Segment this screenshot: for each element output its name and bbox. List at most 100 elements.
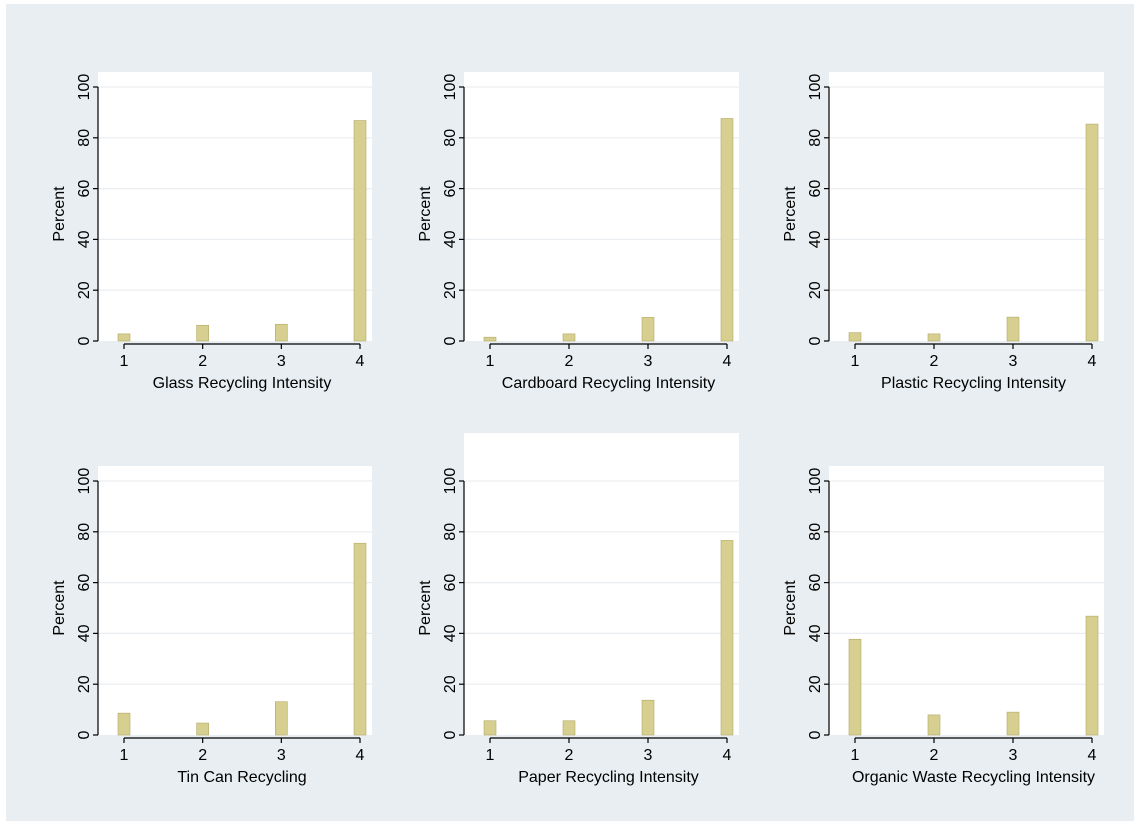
y-axis-title: Percent <box>51 186 68 242</box>
y-tick-label: 40 <box>442 624 459 642</box>
y-tick-label: 20 <box>442 281 459 299</box>
y-tick-label: 40 <box>807 230 824 248</box>
y-tick-label: 60 <box>442 180 459 198</box>
y-tick-label: 0 <box>76 336 93 345</box>
y-tick-label: 60 <box>807 574 824 592</box>
y-tick-label: 0 <box>807 336 824 345</box>
x-tick-label: 3 <box>1009 747 1018 764</box>
x-tick-label: 2 <box>565 353 574 370</box>
x-tick-label: 4 <box>723 353 732 370</box>
bar-2 <box>562 333 576 342</box>
y-tick-label: 20 <box>442 675 459 693</box>
x-tick-label: 2 <box>930 353 939 370</box>
chart-panel-5: 0 20 40 60 80 100 1 2 3 4 Percent Paper Recycling I… <box>417 433 739 786</box>
bar-2 <box>196 324 209 342</box>
y-tick-label: 40 <box>76 230 93 248</box>
bar-3 <box>275 701 288 736</box>
y-tick-label: 0 <box>442 336 459 345</box>
y-tick-label: 20 <box>76 281 93 299</box>
y-tick-label: 80 <box>76 523 93 541</box>
y-tick-label: 60 <box>807 180 824 198</box>
y-tick-label: 60 <box>442 574 459 592</box>
y-tick-label: 80 <box>442 523 459 541</box>
x-tick-label: 1 <box>851 353 860 370</box>
y-tick-label: 80 <box>807 523 824 541</box>
x-tick-label: 3 <box>644 353 653 370</box>
y-tick-label: 40 <box>76 624 93 642</box>
y-tick-label: 80 <box>442 129 459 147</box>
y-axis-title: Percent <box>782 580 799 636</box>
y-tick-label: 100 <box>807 74 824 101</box>
y-tick-label: 0 <box>807 730 824 739</box>
y-tick-label: 20 <box>807 675 824 693</box>
bar-1 <box>117 333 131 342</box>
x-tick-label: 1 <box>486 747 495 764</box>
x-axis-title: Glass Recycling Intensity <box>153 375 332 392</box>
y-tick-label: 60 <box>76 574 93 592</box>
bar-3 <box>275 323 288 342</box>
bar-4 <box>1085 615 1099 736</box>
bar-4 <box>720 118 734 342</box>
bar-4 <box>720 540 734 736</box>
x-axis-title: Organic Waste Recycling Intensity <box>852 769 1095 786</box>
chart-panel-6: 0 20 40 60 80 100 1 2 3 4 Percent Organic Waste Rec… <box>782 466 1104 786</box>
chart-panel-4: 0 20 40 60 80 100 1 2 3 4 Percent Tin Can Recycling <box>51 466 372 786</box>
bar-1 <box>483 336 497 342</box>
plot-area <box>829 72 1104 341</box>
y-tick-label: 100 <box>807 468 824 495</box>
y-tick-label: 40 <box>807 624 824 642</box>
y-tick-label: 100 <box>442 74 459 101</box>
y-tick-label: 100 <box>442 468 459 495</box>
chart-panel-1: 0 20 40 60 80 100 1 2 3 4 Percent Glass Recycling I… <box>51 72 372 392</box>
y-tick-label: 0 <box>76 730 93 739</box>
x-tick-label: 4 <box>1088 353 1097 370</box>
x-tick-label: 1 <box>851 747 860 764</box>
chart-panel-3: 0 20 40 60 80 100 1 2 3 4 Percent Plastic Recycling… <box>782 72 1104 392</box>
bar-3 <box>641 317 655 342</box>
y-tick-label: 100 <box>76 468 93 495</box>
x-axis-title: Plastic Recycling Intensity <box>881 375 1066 392</box>
x-tick-label: 1 <box>486 353 495 370</box>
y-tick-label: 20 <box>807 281 824 299</box>
x-tick-label: 3 <box>277 353 286 370</box>
bar-4 <box>353 542 367 736</box>
x-tick-label: 3 <box>277 747 286 764</box>
plot-area <box>98 72 372 341</box>
bar-1 <box>848 332 862 342</box>
y-tick-label: 20 <box>76 675 93 693</box>
bar-4 <box>353 120 367 342</box>
bar-2 <box>196 722 209 736</box>
x-axis-title: Cardboard Recycling Intensity <box>502 375 715 392</box>
bar-4 <box>1085 123 1099 342</box>
plot-area <box>464 433 739 735</box>
bar-3 <box>1006 316 1020 342</box>
y-axis-title: Percent <box>782 186 799 242</box>
chart-panel-2: 0 20 40 60 80 100 1 2 3 4 Percent Cardboard Recycli… <box>417 72 739 392</box>
x-axis-title: Paper Recycling Intensity <box>518 769 699 786</box>
y-axis-title: Percent <box>51 580 68 636</box>
y-tick-label: 100 <box>76 74 93 101</box>
bar-1 <box>848 638 862 736</box>
x-tick-label: 4 <box>356 353 365 370</box>
bar-3 <box>1006 711 1020 736</box>
plot-area <box>98 466 372 735</box>
x-tick-label: 4 <box>1088 747 1097 764</box>
y-axis-title: Percent <box>417 186 434 242</box>
x-tick-label: 2 <box>198 747 207 764</box>
x-tick-label: 2 <box>930 747 939 764</box>
x-tick-label: 4 <box>723 747 732 764</box>
x-tick-label: 3 <box>644 747 653 764</box>
x-tick-label: 4 <box>356 747 365 764</box>
bar-2 <box>927 714 941 736</box>
bar-1 <box>483 720 497 736</box>
plot-area <box>829 466 1104 735</box>
bar-1 <box>117 712 131 736</box>
y-tick-label: 0 <box>442 730 459 739</box>
y-tick-label: 40 <box>442 230 459 248</box>
x-tick-label: 2 <box>198 353 207 370</box>
y-axis-title: Percent <box>417 580 434 636</box>
bar-2 <box>562 720 576 736</box>
x-axis-title: Tin Can Recycling <box>177 769 306 786</box>
bar-2 <box>927 333 941 342</box>
y-tick-label: 80 <box>807 129 824 147</box>
